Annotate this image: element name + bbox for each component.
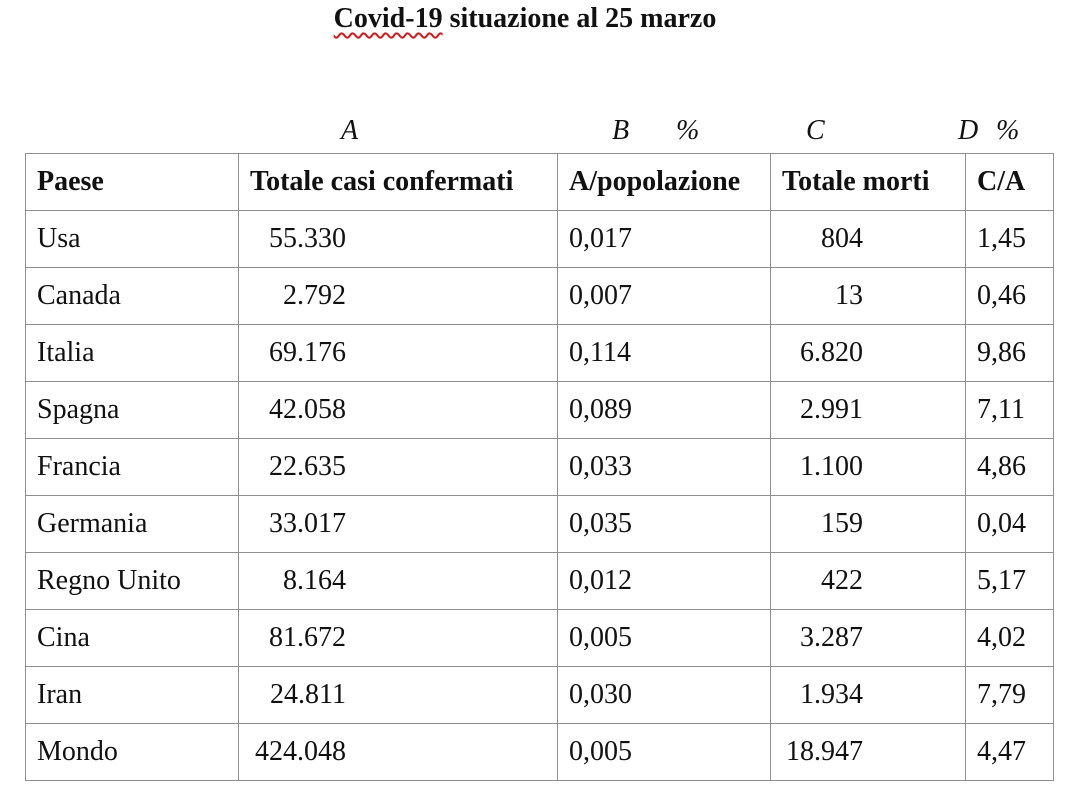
spellcheck-underlined-word: Covid-19: [333, 3, 443, 34]
cell-morti: 2.991: [770, 381, 966, 439]
cell-ca: 4,86: [965, 438, 1054, 496]
cell-casi: 8.164: [238, 552, 558, 610]
cell-morti: 18.947: [770, 723, 966, 781]
cell-casi: 24.811: [238, 666, 558, 724]
column-letter-c: C: [806, 115, 825, 146]
cell-morti: 13: [770, 267, 966, 325]
cell-morti: 1.100: [770, 438, 966, 496]
table-row: Italia 69.176 0,114 6.820 9,86: [25, 324, 1054, 382]
cell-popolazione: 0,033: [557, 438, 771, 496]
table-row: Usa 55.330 0,017 804 1,45: [25, 210, 1054, 268]
cell-casi: 424.048: [238, 723, 558, 781]
table-row: Regno Unito 8.164 0,012 422 5,17: [25, 552, 1054, 610]
covid-data-table: Paese Totale casi confermati A/popolazio…: [25, 153, 1054, 781]
cell-paese: Regno Unito: [25, 552, 239, 610]
cell-popolazione: 0,007: [557, 267, 771, 325]
cell-paese: Germania: [25, 495, 239, 553]
column-letter-b: B: [612, 115, 630, 146]
title-rest: situazione al 25 marzo: [442, 3, 717, 34]
cell-paese: Canada: [25, 267, 239, 325]
cell-morti-highlight: 6.820: [770, 324, 966, 382]
table-header-row: Paese Totale casi confermati A/popolazio…: [25, 153, 1054, 211]
cell-casi: 42.058: [238, 381, 558, 439]
cell-ca: 7,11: [965, 381, 1054, 439]
cell-ca: 5,17: [965, 552, 1054, 610]
table-row: Cina 81.672 0,005 3.287 4,02: [25, 609, 1054, 667]
cell-ca: 4,47: [965, 723, 1054, 781]
header-paese: Paese: [25, 153, 239, 211]
cell-paese: Spagna: [25, 381, 239, 439]
table-row-total: Mondo 424.048 0,005 18.947 4,47: [25, 723, 1054, 781]
cell-paese: Usa: [25, 210, 239, 268]
header-totale-morti: Totale morti: [770, 153, 966, 211]
cell-paese: Italia: [25, 324, 239, 382]
cell-popolazione: 0,089: [557, 381, 771, 439]
cell-popolazione: 0,005: [557, 723, 771, 781]
table-row: Canada 2.792 0,007 13 0,46: [25, 267, 1054, 325]
cell-ca-highlight: 9,86: [965, 324, 1054, 382]
cell-paese: Cina: [25, 609, 239, 667]
header-totale-casi: Totale casi confermati: [238, 153, 558, 211]
cell-morti: 422: [770, 552, 966, 610]
cell-casi: 22.635: [238, 438, 558, 496]
table-row: Iran 24.811 0,030 1.934 7,79: [25, 666, 1054, 724]
column-letter-b-unit: %: [676, 115, 700, 146]
cell-casi: 69.176: [238, 324, 558, 382]
cell-paese: Iran: [25, 666, 239, 724]
table-row: Spagna 42.058 0,089 2.991 7,11: [25, 381, 1054, 439]
column-letter-d-unit: %: [996, 115, 1020, 146]
cell-ca: 1,45: [965, 210, 1054, 268]
cell-casi: 33.017: [238, 495, 558, 553]
column-letter-a: A: [341, 115, 359, 146]
cell-casi-highlight: 81.672: [238, 609, 558, 667]
cell-ca: 0,04: [965, 495, 1054, 553]
column-letter-d: D: [958, 115, 979, 146]
cell-morti: 159: [770, 495, 966, 553]
cell-popolazione-highlight: 0,114: [557, 324, 771, 382]
cell-popolazione: 0,005: [557, 609, 771, 667]
cell-casi: 2.792: [238, 267, 558, 325]
cell-popolazione: 0,035: [557, 495, 771, 553]
cell-morti: 1.934: [770, 666, 966, 724]
cell-ca: 4,02: [965, 609, 1054, 667]
cell-popolazione: 0,017: [557, 210, 771, 268]
header-a-popolazione: A/popolazione: [557, 153, 771, 211]
cell-popolazione: 0,030: [557, 666, 771, 724]
document-title: Covid-19 situazione al 25 marzo: [0, 3, 1050, 35]
cell-ca: 0,46: [965, 267, 1054, 325]
cell-paese: Mondo: [25, 723, 239, 781]
cell-morti: 804: [770, 210, 966, 268]
cell-ca: 7,79: [965, 666, 1054, 724]
header-c-a: C/A: [965, 153, 1054, 211]
cell-morti: 3.287: [770, 609, 966, 667]
cell-paese: Francia: [25, 438, 239, 496]
cell-casi: 55.330: [238, 210, 558, 268]
cell-popolazione: 0,012: [557, 552, 771, 610]
table-row: Francia 22.635 0,033 1.100 4,86: [25, 438, 1054, 496]
table-row: Germania 33.017 0,035 159 0,04: [25, 495, 1054, 553]
